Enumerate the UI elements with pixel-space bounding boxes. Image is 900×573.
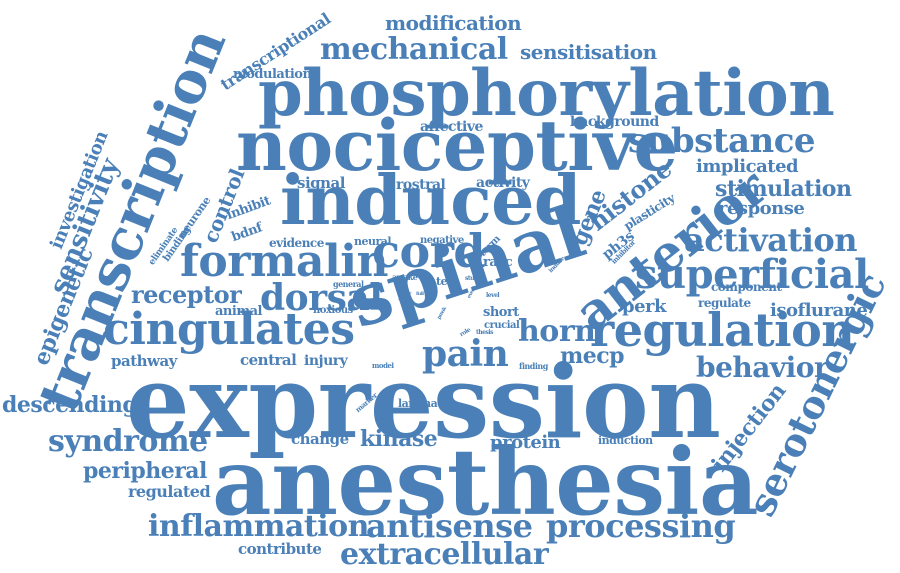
word-superficial: superficial xyxy=(635,251,869,298)
word-background: background xyxy=(570,114,659,130)
word-finding: finding xyxy=(519,361,548,371)
word-activity: activity xyxy=(476,175,530,191)
word-racc: racc xyxy=(483,255,513,270)
word-modification: modification xyxy=(385,11,522,35)
word-processing: processing xyxy=(546,507,736,545)
word-negative: negative xyxy=(420,235,464,246)
word-peripheral: peripheral xyxy=(83,458,207,484)
word-pain: pain xyxy=(422,333,509,375)
word-expression: expression xyxy=(126,343,721,461)
word-rostral: rostral xyxy=(396,177,446,193)
word-regulate: regulate xyxy=(698,296,751,310)
word-activation: activation xyxy=(684,221,858,259)
word-formalin: formalin xyxy=(180,236,388,287)
word-induction: induction xyxy=(598,434,653,447)
word-antisense: antisense xyxy=(366,507,533,545)
word-syndrome: syndrome xyxy=(48,424,208,459)
word-descending: descending xyxy=(2,392,138,418)
word-crucial: crucial xyxy=(484,320,520,331)
word-nociceptive: nociceptive xyxy=(236,104,678,187)
word-mechanical: mechanical xyxy=(320,32,508,67)
word-induced: induced xyxy=(280,161,581,241)
word-cord: cord xyxy=(372,224,486,278)
word-extracellular: extracellular xyxy=(340,537,549,572)
word-protein: protein xyxy=(490,432,561,453)
word-change: change xyxy=(291,430,349,448)
word-sensitisation: sensitisation xyxy=(520,40,657,64)
word-affective: affective xyxy=(420,119,483,135)
word-cingulates: cingulates xyxy=(103,304,355,355)
word-animal: animal xyxy=(215,304,262,319)
word-general: general xyxy=(333,279,364,289)
word-isoflurane: isoflurane xyxy=(770,300,868,321)
word-model: model xyxy=(372,361,394,370)
word-test: test xyxy=(436,275,458,288)
word-neural: neural xyxy=(354,235,392,248)
word-level: level xyxy=(486,292,500,299)
word-kinase: kinase xyxy=(360,426,438,452)
word-laminae: laminae xyxy=(398,397,444,410)
word-modulation: modulation xyxy=(233,67,312,82)
word-pathway: pathway xyxy=(111,352,177,370)
word-mecp: mecp xyxy=(560,343,625,369)
word-signal: signal xyxy=(297,174,345,192)
word-component: component xyxy=(711,280,782,294)
word-awake: awake xyxy=(392,272,418,282)
word-noxious: noxious xyxy=(313,305,353,316)
word-phosphorylation: phosphorylation xyxy=(258,56,835,131)
word-substance: substance xyxy=(628,121,816,161)
word-central: central xyxy=(240,351,297,369)
word-study: study xyxy=(465,275,481,282)
word-implicated: implicated xyxy=(696,156,799,177)
word-stimulation: stimulation xyxy=(715,176,852,202)
word-receptor: receptor xyxy=(131,280,242,309)
word-evidence: evidence xyxy=(269,236,324,250)
word-anesthesia: anesthesia xyxy=(212,428,759,536)
word-dorsal: dorsal xyxy=(260,277,383,319)
word-perk: perk xyxy=(622,296,667,317)
word-short: short xyxy=(483,305,519,320)
word-full: full xyxy=(416,291,424,297)
word-regulated: regulated xyxy=(128,482,211,501)
word-behavior: behavior xyxy=(696,351,829,384)
word-injury: injury xyxy=(304,353,348,369)
word-horn: horn xyxy=(518,314,596,349)
word-regulation: regulation xyxy=(590,303,855,357)
word-inflammation: inflammation xyxy=(148,509,369,544)
word-contribute: contribute xyxy=(238,540,322,558)
word-response: response xyxy=(718,198,805,219)
word-thesis: thesis xyxy=(476,329,494,336)
